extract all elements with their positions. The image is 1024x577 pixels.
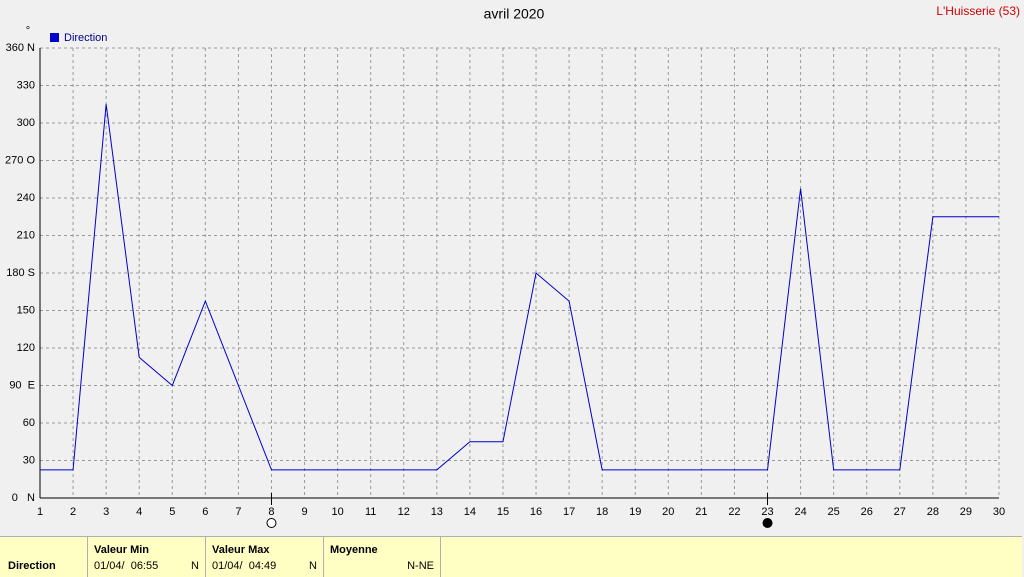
date: 01/04/ 06:55 bbox=[94, 560, 159, 572]
chart: avril 2020 L'Huisserie (53) ° 0 N 30 60 90 … bbox=[5, 4, 1020, 528]
row-label: Direction bbox=[8, 560, 56, 572]
date: 01/04/ 04:49 bbox=[212, 560, 277, 572]
y-tick-label: 270 O bbox=[5, 154, 35, 166]
x-tick-label: 29 bbox=[960, 506, 972, 518]
x-tick-label: 20 bbox=[662, 506, 674, 518]
value: N bbox=[191, 560, 199, 572]
x-tick-label: 11 bbox=[365, 506, 376, 518]
legend-swatch bbox=[50, 33, 59, 42]
y-tick-label: 240 bbox=[17, 192, 35, 204]
x-tick-label: 24 bbox=[794, 506, 806, 518]
y-tick-label: 180 S bbox=[6, 267, 35, 279]
legend-label: Direction bbox=[64, 32, 107, 44]
y-unit: ° bbox=[26, 25, 30, 37]
y-tick-label: 0 N bbox=[12, 492, 35, 504]
stats-footer: Direction Valeur Min 01/04/ 06:55 N Vale… bbox=[0, 536, 1022, 577]
col-header: Moyenne bbox=[330, 544, 378, 556]
x-tick-label: 18 bbox=[596, 506, 608, 518]
x-tick-label: 16 bbox=[530, 506, 542, 518]
x-tick-label: 27 bbox=[894, 506, 906, 518]
chart-title: avril 2020 bbox=[484, 6, 545, 22]
y-tick-label: 120 bbox=[17, 342, 35, 354]
x-tick-label: 21 bbox=[695, 506, 707, 518]
y-tick-label: 300 bbox=[17, 117, 35, 129]
x-tick-label: 9 bbox=[301, 506, 307, 518]
col-header: Valeur Min bbox=[94, 544, 150, 556]
x-tick-label: 28 bbox=[927, 506, 939, 518]
x-tick-label: 6 bbox=[202, 506, 208, 518]
y-tick-label: 330 bbox=[17, 79, 35, 91]
x-tick-label: 19 bbox=[629, 506, 641, 518]
row-label-col: Direction bbox=[0, 537, 88, 577]
y-tick-label: 60 bbox=[23, 417, 35, 429]
x-tick-label: 15 bbox=[497, 506, 509, 518]
location: L'Huisserie (53) bbox=[936, 4, 1020, 18]
x-tick-label: 4 bbox=[136, 506, 142, 518]
col-header: Valeur Max bbox=[212, 544, 270, 556]
x-tick-label: 23 bbox=[761, 506, 773, 518]
data-line bbox=[40, 104, 999, 471]
x-tick-label: 10 bbox=[331, 506, 343, 518]
x-tick-label: 7 bbox=[235, 506, 241, 518]
x-tick-label: 1 bbox=[37, 506, 43, 518]
x-tick-label: 26 bbox=[861, 506, 873, 518]
moon bbox=[762, 518, 773, 528]
mean-col: Moyenne N-NE bbox=[324, 537, 441, 577]
x-tick-label: 25 bbox=[828, 506, 840, 518]
max-col: Valeur Max 01/04/ 04:49 N bbox=[206, 537, 324, 577]
value: N bbox=[309, 560, 317, 572]
x-tick-label: 14 bbox=[464, 506, 476, 518]
x-tick-label: 8 bbox=[268, 506, 274, 518]
x-tick-label: 12 bbox=[398, 506, 410, 518]
x-tick-label: 13 bbox=[431, 506, 443, 518]
x-tick-label: 5 bbox=[169, 506, 175, 518]
y-tick-label: 90 E bbox=[9, 379, 35, 391]
x-tick-label: 3 bbox=[103, 506, 109, 518]
x-tick-label: 2 bbox=[70, 506, 76, 518]
y-tick-label: 210 bbox=[17, 229, 35, 241]
x-tick-label: 30 bbox=[993, 506, 1005, 518]
y-tick-label: 30 bbox=[23, 454, 35, 466]
x-tick-label: 17 bbox=[563, 506, 575, 518]
x-tick-label: 22 bbox=[728, 506, 740, 518]
value: N-NE bbox=[407, 560, 434, 572]
y-tick-label: 360 N bbox=[6, 42, 35, 54]
y-tick-label: 150 bbox=[17, 304, 35, 316]
min-col: Valeur Min 01/04/ 06:55 N bbox=[88, 537, 206, 577]
moon bbox=[266, 518, 277, 528]
